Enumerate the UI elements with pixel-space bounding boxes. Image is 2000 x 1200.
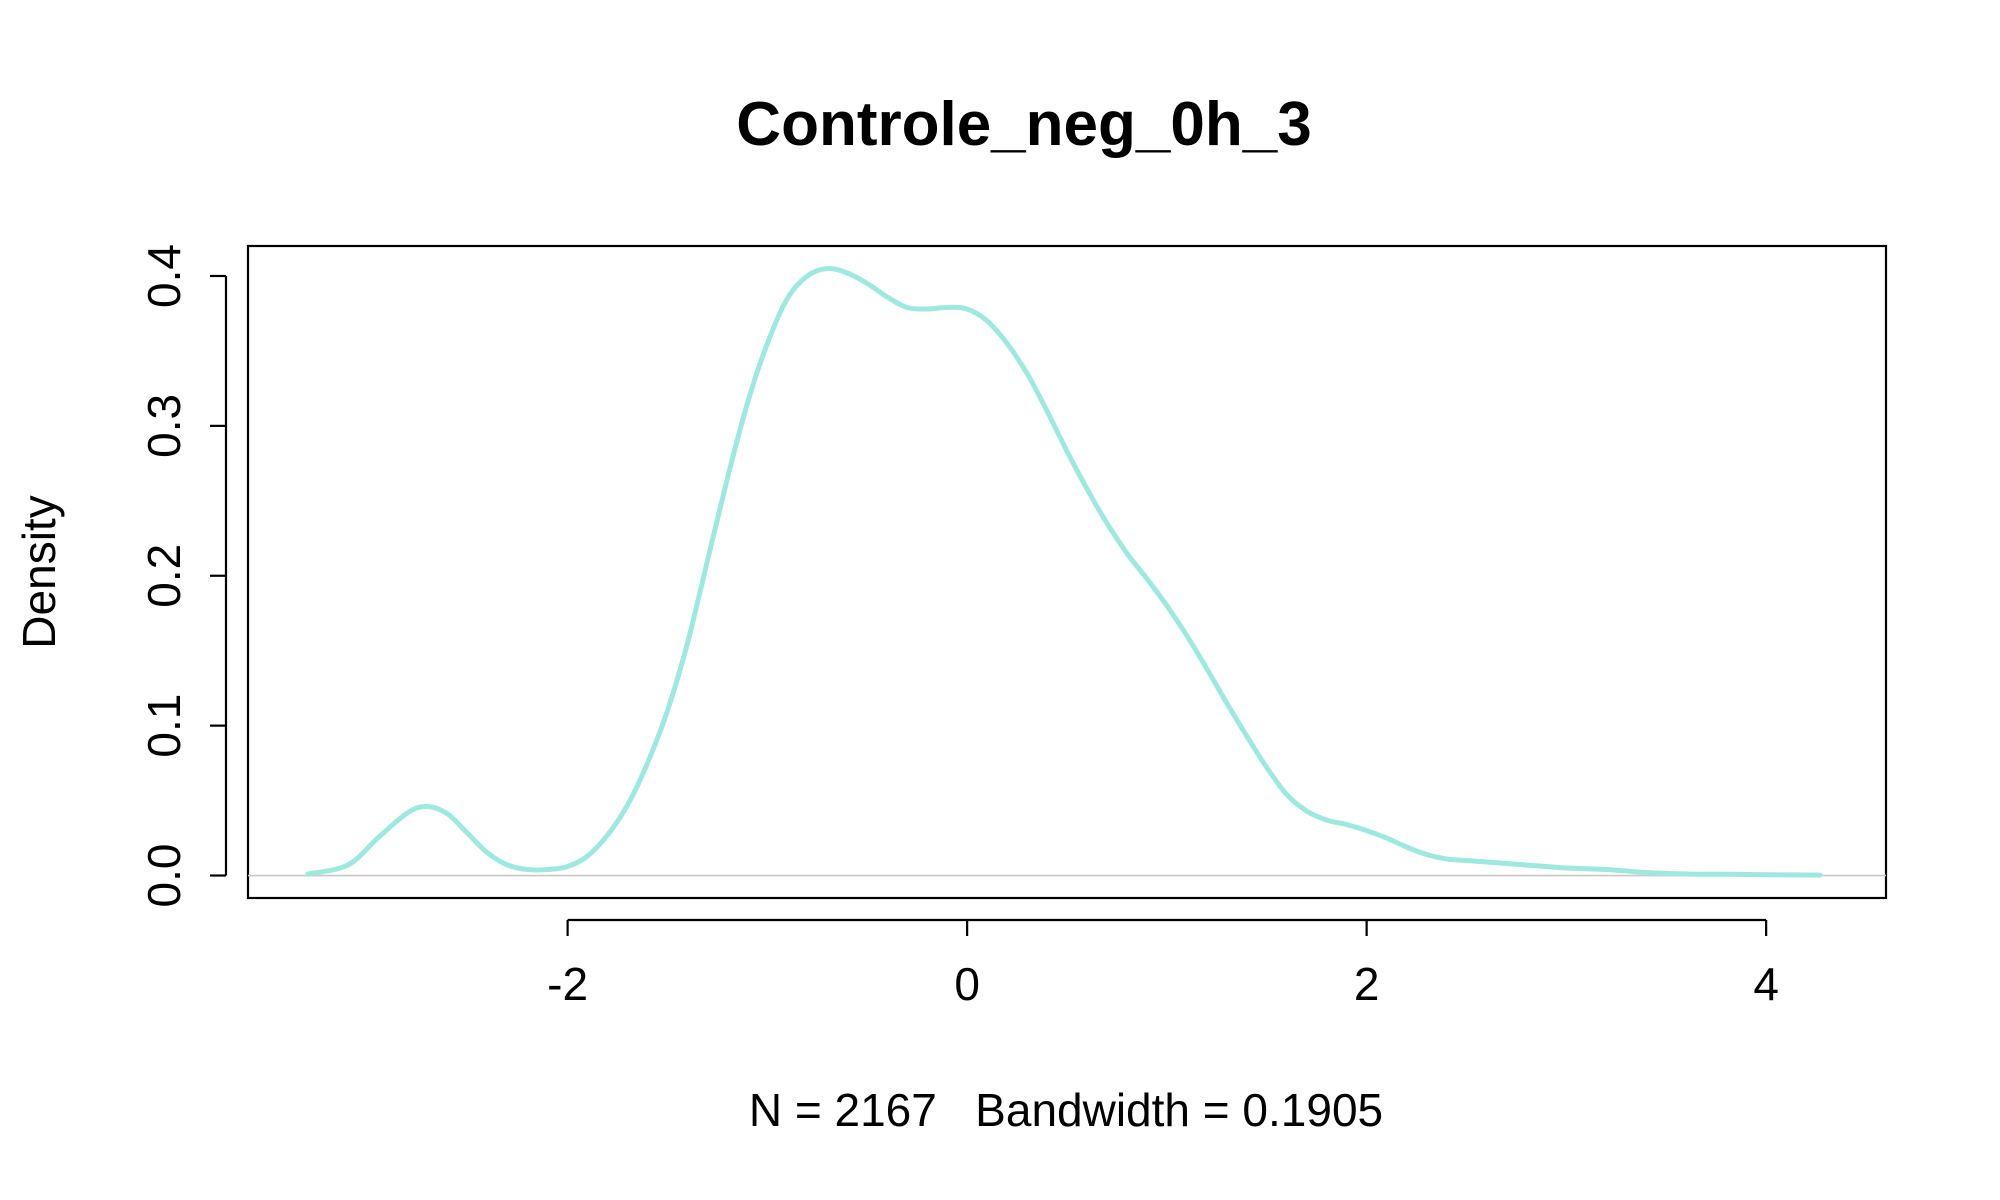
y-tick-label: 0.2	[138, 544, 190, 608]
chart-subtitle: N = 2167 Bandwidth = 0.1905	[749, 1084, 1383, 1136]
y-tick-label: 0.1	[138, 694, 190, 758]
x-tick-label: -2	[547, 958, 588, 1010]
chart-title: Controle_neg_0h_3	[736, 90, 1311, 159]
y-axis: 0.0 0.1 0.2 0.3 0.4	[138, 244, 228, 908]
plot-frame	[246, 244, 1888, 900]
x-tick-label: 0	[954, 958, 980, 1010]
x-tick-label: 4	[1753, 958, 1779, 1010]
x-tick-label: 2	[1354, 958, 1380, 1010]
density-curve	[305, 265, 1823, 878]
y-tick-label: 0.4	[138, 244, 190, 308]
y-tick-label: 0.0	[138, 844, 190, 908]
y-tick-label: 0.3	[138, 394, 190, 458]
x-axis: -2 0 2 4	[547, 918, 1779, 1010]
y-axis-label: Density	[13, 495, 65, 648]
